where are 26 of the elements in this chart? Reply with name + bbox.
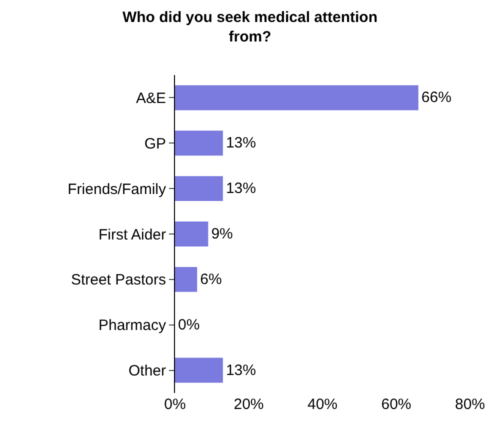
y-tick-label: Other — [128, 362, 166, 380]
x-tick-label: 20% — [234, 396, 264, 413]
chart-title: Who did you seek medical attention from? — [122, 8, 378, 46]
data-label: 0% — [178, 316, 200, 334]
bar — [175, 222, 208, 246]
y-tick-label: Street Pastors — [70, 272, 166, 289]
data-label: 6% — [200, 270, 222, 288]
y-tick-label: Friends/Family — [68, 180, 166, 198]
bar — [175, 176, 223, 202]
x-tick-label: 40% — [307, 396, 338, 413]
y-tick-label: GP — [144, 135, 166, 152]
data-label: 9% — [211, 226, 233, 242]
data-label: 13% — [226, 134, 256, 152]
y-tick-label: A&E — [136, 90, 166, 107]
bar — [175, 266, 198, 292]
bar — [175, 130, 223, 156]
x-tick-label: 60% — [381, 396, 412, 413]
bar — [175, 358, 223, 383]
data-label: 66% — [421, 89, 452, 106]
data-label: 13% — [226, 180, 256, 198]
y-tick-label: First Aider — [98, 226, 166, 244]
bar — [175, 85, 418, 110]
data-label: 13% — [226, 362, 256, 379]
y-tick-label: Pharmacy — [98, 317, 166, 334]
x-tick-label: 80% — [454, 396, 486, 413]
x-tick-label: 0% — [164, 396, 186, 413]
